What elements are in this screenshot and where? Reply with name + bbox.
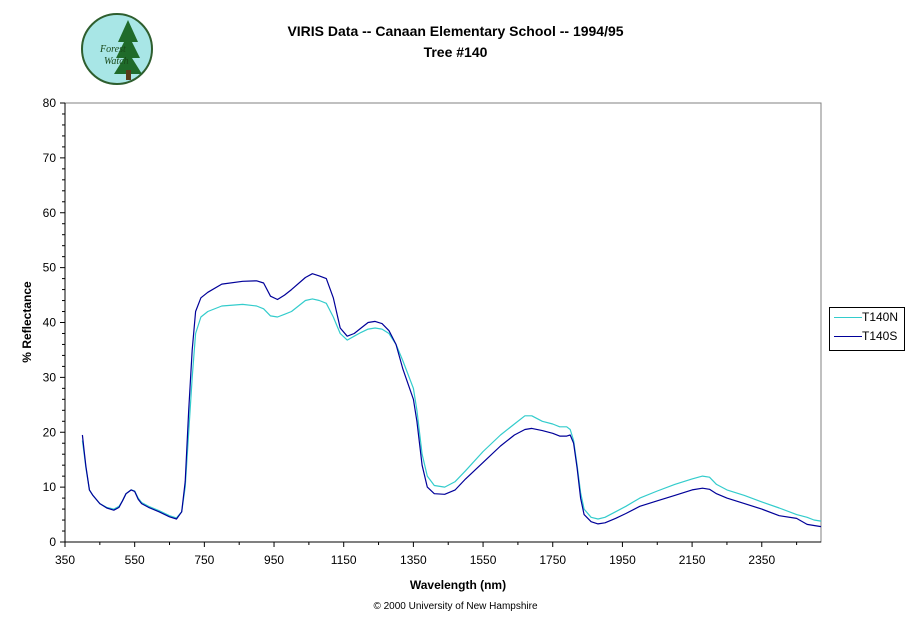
- forest-watch-logo: Forest Watch: [80, 12, 154, 86]
- y-tick-label: 0: [49, 535, 56, 549]
- x-tick-label: 1950: [609, 553, 636, 567]
- legend-swatch-t140n: [834, 317, 862, 318]
- logo-text-forest: Forest: [99, 44, 126, 55]
- legend-label-t140n: T140N: [862, 310, 899, 324]
- x-tick-label: 950: [264, 553, 284, 567]
- y-tick-label: 40: [43, 316, 57, 330]
- y-tick-label: 80: [43, 96, 57, 110]
- x-tick-label: 350: [55, 553, 75, 567]
- x-tick-label: 550: [125, 553, 145, 567]
- chart-axes: 0 10 20 30 40 50 60 70 80 350 550 750 950 1150 1350 155…: [43, 96, 822, 567]
- series-line-t140s: [81, 273, 822, 528]
- legend-item-t140s: T140S: [830, 327, 904, 346]
- x-tick-label: 2350: [748, 553, 775, 567]
- x-axis-label: Wavelength (nm): [410, 578, 506, 592]
- y-tick-label: 20: [43, 425, 57, 439]
- logo-text-watch: Watch: [104, 56, 129, 67]
- legend-swatch-t140s: [834, 336, 862, 337]
- chart-subtitle: Tree #140: [423, 44, 488, 60]
- x-tick-label: 750: [194, 553, 214, 567]
- x-tick-label: 1150: [331, 553, 357, 567]
- chart-series-layer: [81, 273, 822, 528]
- copyright-notice: © 2000 University of New Hampshire: [373, 601, 538, 612]
- chart-title: VIRIS Data -- Canaan Elementary School -…: [287, 23, 624, 39]
- chart-legend: T140N T140S: [829, 307, 905, 351]
- y-tick-label: 30: [43, 370, 57, 384]
- y-tick-label: 60: [43, 206, 57, 220]
- x-tick-label: 2150: [679, 553, 706, 567]
- legend-label-t140s: T140S: [862, 329, 898, 343]
- x-tick-label: 1750: [539, 553, 566, 567]
- y-tick-label: 70: [43, 151, 57, 165]
- y-tick-label: 10: [43, 480, 57, 494]
- x-tick-label: 1550: [470, 553, 497, 567]
- legend-item-t140n: T140N: [830, 308, 904, 327]
- series-line-t140n: [81, 298, 822, 522]
- y-axis-label: % Reflectance: [20, 281, 34, 363]
- y-tick-label: 50: [43, 261, 57, 275]
- x-tick-label: 1350: [400, 553, 427, 567]
- plot-area: [64, 102, 822, 543]
